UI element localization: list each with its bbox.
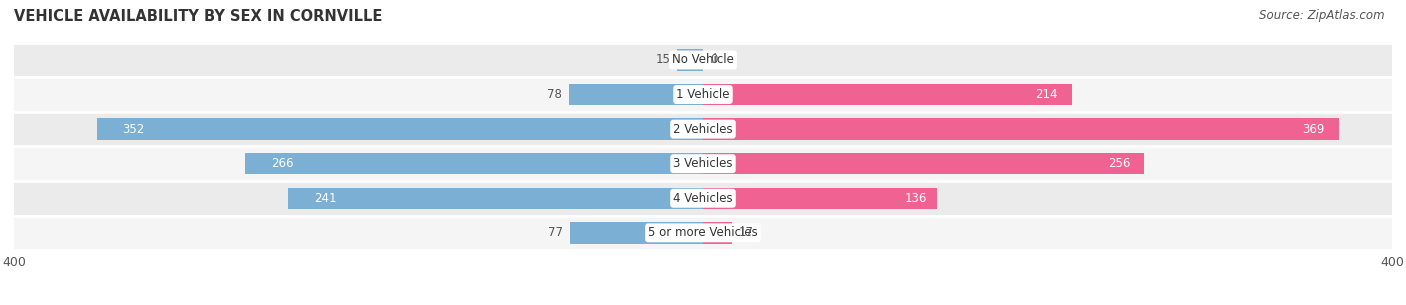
Text: 369: 369 xyxy=(1302,123,1324,136)
Bar xyxy=(14,43,1392,77)
Bar xyxy=(703,118,1339,140)
Bar xyxy=(245,153,703,174)
Text: 241: 241 xyxy=(314,192,336,205)
Text: VEHICLE AVAILABILITY BY SEX IN CORNVILLE: VEHICLE AVAILABILITY BY SEX IN CORNVILLE xyxy=(14,9,382,24)
Text: 266: 266 xyxy=(271,157,294,170)
Text: 1 Vehicle: 1 Vehicle xyxy=(676,88,730,101)
Bar xyxy=(568,84,703,105)
Text: 5 or more Vehicles: 5 or more Vehicles xyxy=(648,226,758,239)
Text: 214: 214 xyxy=(1035,88,1057,101)
Text: 3 Vehicles: 3 Vehicles xyxy=(673,157,733,170)
Text: 136: 136 xyxy=(904,192,927,205)
Text: 352: 352 xyxy=(122,123,145,136)
Bar xyxy=(703,222,733,243)
Text: 15: 15 xyxy=(655,53,671,66)
Bar xyxy=(14,181,1392,216)
Bar xyxy=(14,77,1392,112)
Text: No Vehicle: No Vehicle xyxy=(672,53,734,66)
Text: Source: ZipAtlas.com: Source: ZipAtlas.com xyxy=(1260,9,1385,22)
Bar xyxy=(14,112,1392,146)
Text: 2 Vehicles: 2 Vehicles xyxy=(673,123,733,136)
Text: 256: 256 xyxy=(1108,157,1130,170)
Bar xyxy=(703,153,1144,174)
Bar xyxy=(14,216,1392,250)
Text: 0: 0 xyxy=(710,53,717,66)
Text: 4 Vehicles: 4 Vehicles xyxy=(673,192,733,205)
Bar xyxy=(14,146,1392,181)
Bar xyxy=(571,222,703,243)
Text: 17: 17 xyxy=(740,226,754,239)
Bar xyxy=(703,188,938,209)
Bar xyxy=(288,188,703,209)
Bar xyxy=(678,49,703,71)
Bar xyxy=(97,118,703,140)
Text: 78: 78 xyxy=(547,88,562,101)
Text: 77: 77 xyxy=(548,226,564,239)
Bar xyxy=(703,84,1071,105)
